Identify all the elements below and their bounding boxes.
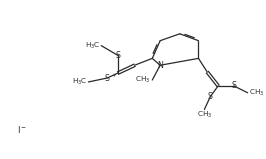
Text: N: N xyxy=(157,61,163,70)
Text: +: + xyxy=(111,73,115,78)
Text: CH$_3$: CH$_3$ xyxy=(135,75,150,85)
Text: I$^-$: I$^-$ xyxy=(16,124,27,135)
Text: CH$_3$: CH$_3$ xyxy=(197,109,212,120)
Text: S: S xyxy=(115,51,120,60)
Text: H$_3$C: H$_3$C xyxy=(85,41,100,51)
Text: S: S xyxy=(231,81,236,90)
Text: H$_3$C: H$_3$C xyxy=(72,77,88,87)
Text: S: S xyxy=(208,92,213,101)
Text: S: S xyxy=(105,73,110,83)
Text: CH$_3$: CH$_3$ xyxy=(249,88,264,98)
